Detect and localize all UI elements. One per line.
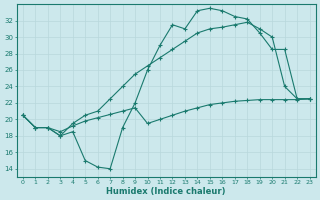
X-axis label: Humidex (Indice chaleur): Humidex (Indice chaleur) [107, 187, 226, 196]
